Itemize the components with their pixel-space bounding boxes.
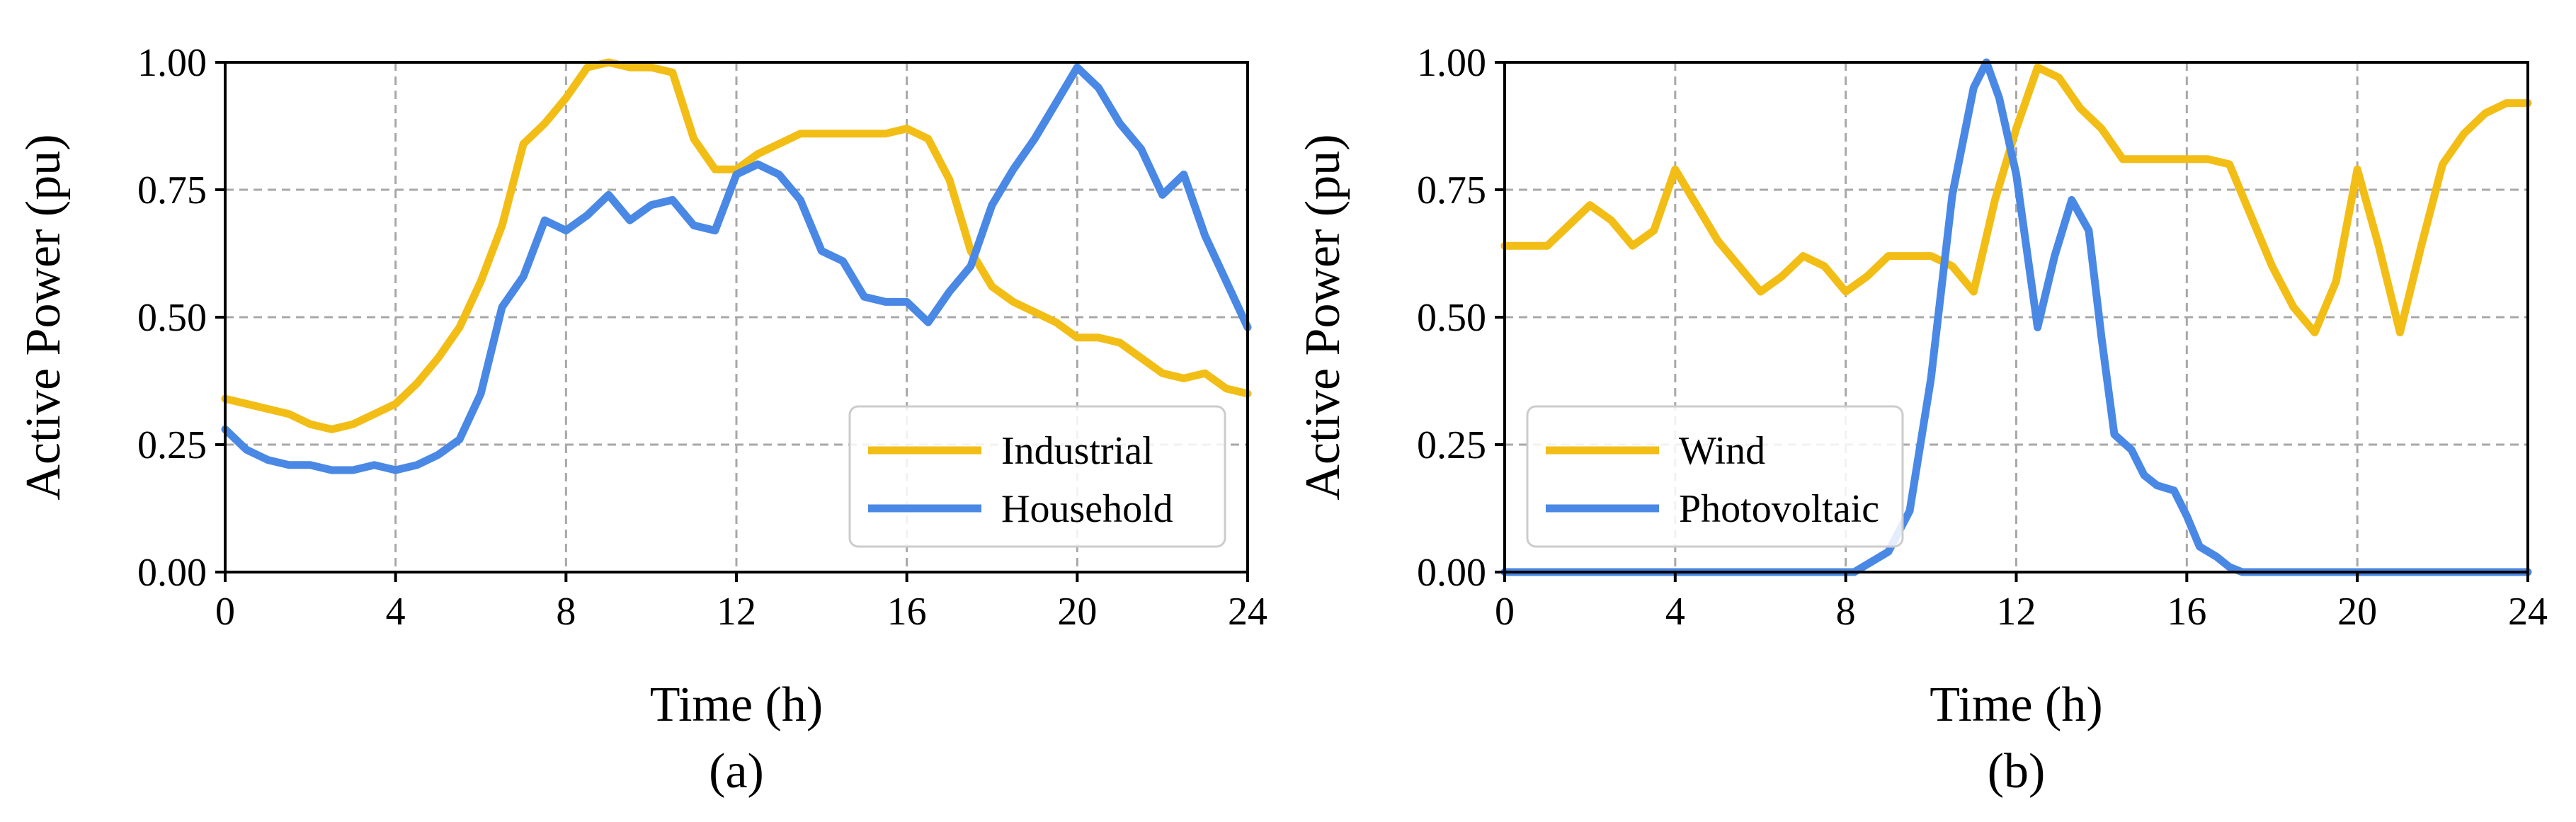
x-tick-label: 20 [1057, 590, 1097, 634]
series-line-wind [1500, 63, 2532, 337]
panel-a-legend: Industrial Household [848, 405, 1226, 548]
x-tick-label: 0 [1495, 590, 1515, 634]
y-tick-label: 0.25 [1417, 423, 1486, 467]
y-tick-label: 1.00 [1417, 41, 1486, 85]
x-tick-label: 12 [1997, 590, 2036, 634]
y-tick-label: 0.00 [1417, 551, 1486, 595]
panel-a-ticks [215, 61, 1249, 582]
y-tick-label: 0.50 [137, 296, 207, 340]
x-tick-label: 4 [386, 590, 406, 634]
x-tick-label: 8 [556, 590, 576, 634]
panel-a-subtitle: (a) [709, 744, 764, 799]
x-tick-label: 16 [2167, 590, 2206, 634]
x-tick-label: 12 [717, 590, 756, 634]
series-line-industrial [221, 58, 1252, 433]
y-tick-label: 0.00 [137, 551, 207, 595]
panel-a-ylabel: Active Power (pu) [16, 134, 71, 500]
series-line-photovoltaic [1500, 58, 2532, 576]
panel-b-ylabel: Active Power (pu) [1296, 134, 1350, 500]
panel-a: 0 4 8 12 16 20 24 0.00 0.25 0.50 0.75 1.00 Time (h… [16, 41, 1267, 799]
panel-a-ytick-labels: 0.00 0.25 0.50 0.75 1.00 [137, 41, 207, 595]
panel-b-xtick-labels: 0 4 8 12 16 20 24 [1495, 590, 2548, 634]
panel-b-legend-label-wind: Wind [1679, 429, 1765, 473]
x-tick-label: 24 [1228, 590, 1267, 634]
y-tick-label: 1.00 [137, 41, 207, 85]
panel-b-legend-label-photovoltaic: Photovoltaic [1679, 487, 1879, 531]
y-tick-label: 0.50 [1417, 296, 1486, 340]
series-line-household [221, 63, 1252, 474]
panel-a-legend-label-industrial: Industrial [1001, 429, 1153, 473]
panel-a-xtick-labels: 0 4 8 12 16 20 24 [215, 590, 1267, 634]
panel-a-legend-label-household: Household [1001, 487, 1173, 531]
y-tick-label: 0.25 [137, 423, 207, 467]
panel-b-xlabel: Time (h) [1930, 678, 2102, 732]
y-tick-label: 0.75 [1417, 169, 1486, 212]
panel-a-grid [225, 62, 1248, 572]
x-tick-label: 4 [1665, 590, 1685, 634]
x-tick-label: 0 [215, 590, 235, 634]
panel-b-lines [1500, 58, 2532, 576]
x-tick-label: 24 [2508, 590, 2548, 634]
panel-a-lines [221, 58, 1252, 474]
panel-b-ytick-labels: 0.00 0.25 0.50 0.75 1.00 [1417, 41, 1486, 595]
x-tick-label: 8 [1836, 590, 1856, 634]
panel-a-xlabel: Time (h) [650, 678, 823, 732]
panel-b: 0 4 8 12 16 20 24 0.00 0.25 0.50 0.75 1.00 Time (h… [1296, 41, 2548, 799]
x-tick-label: 20 [2337, 590, 2377, 634]
panel-b-ticks [1495, 61, 2529, 582]
panel-b-subtitle: (b) [1988, 744, 2046, 799]
x-tick-label: 16 [887, 590, 927, 634]
panel-b-legend: Wind Photovoltaic [1526, 405, 1904, 548]
y-tick-label: 0.75 [137, 169, 207, 212]
